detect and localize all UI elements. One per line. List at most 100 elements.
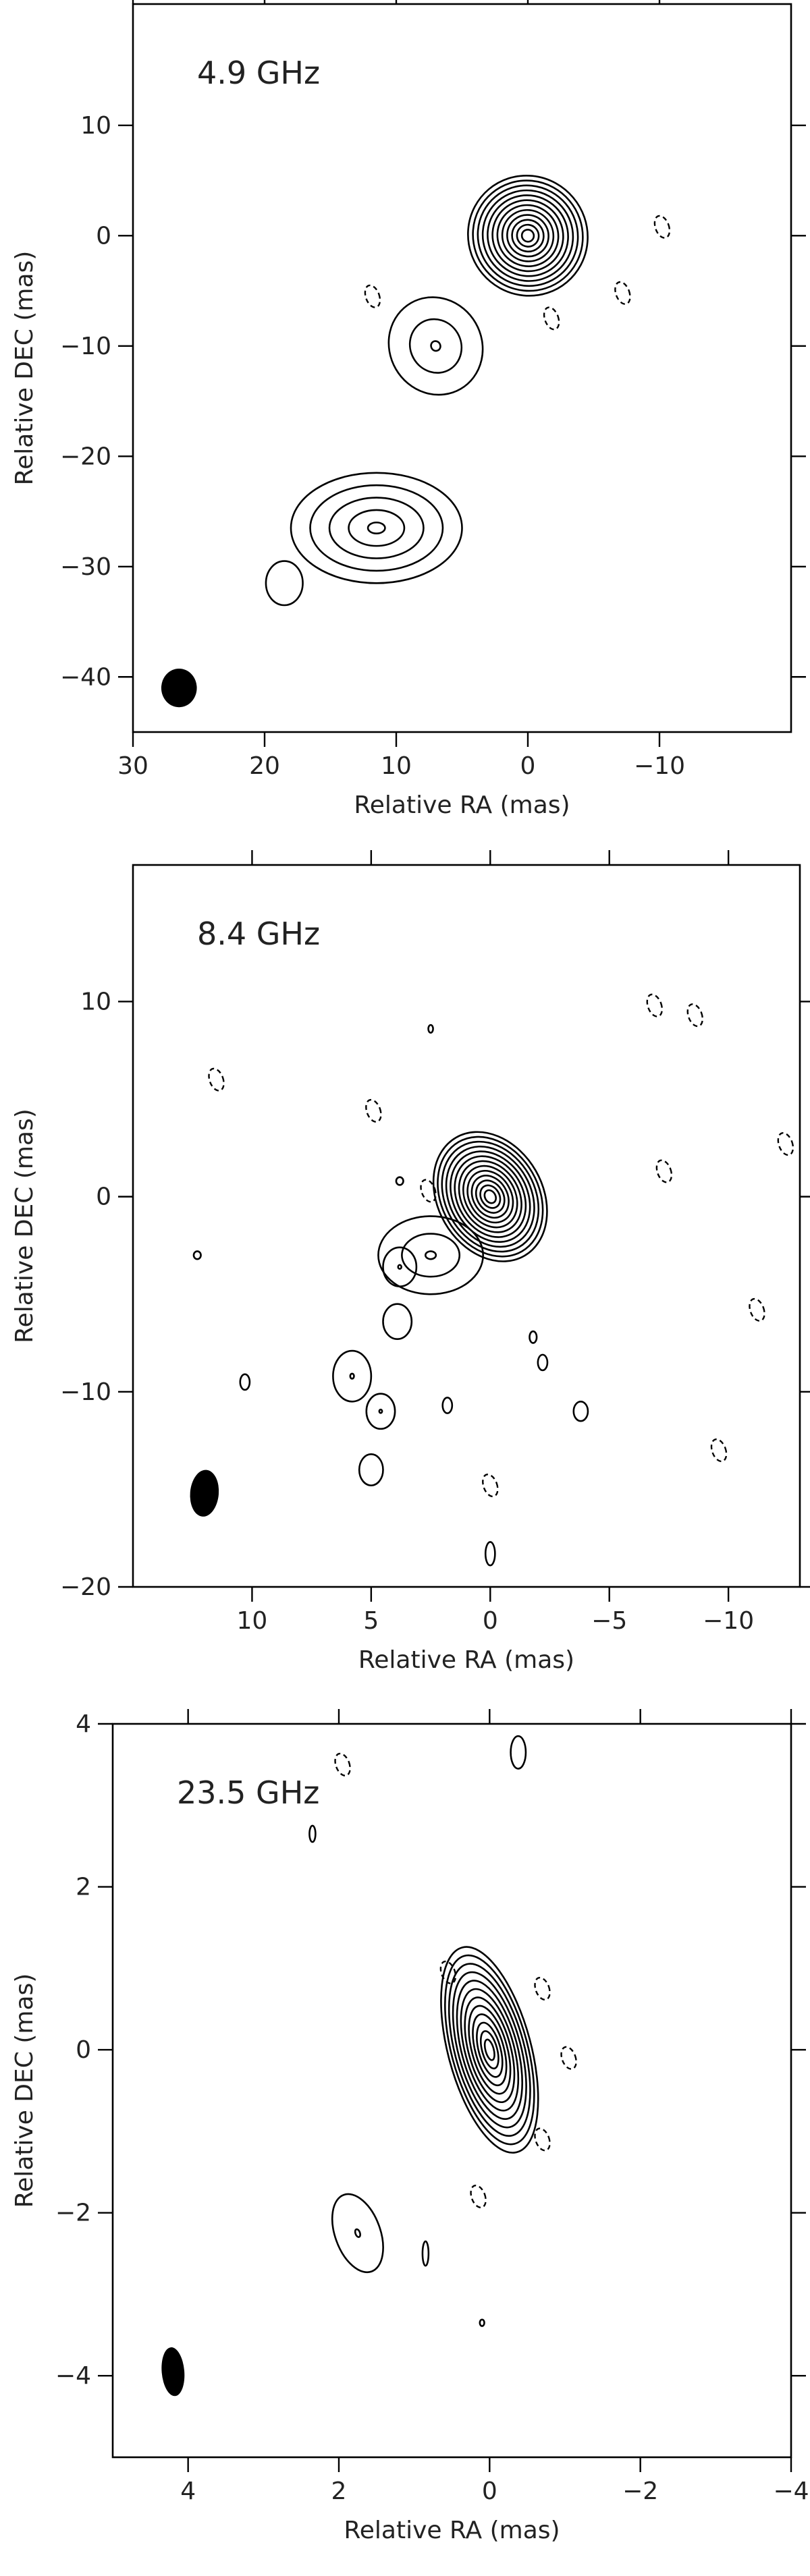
y-tick-label: −20 [60,443,111,470]
x-tick-label: 20 [249,752,280,780]
contour-level [487,194,569,277]
contour-level [354,2228,361,2238]
x-tick-label: 10 [237,1607,268,1635]
contour-level [454,1155,527,1238]
beam-ellipse [161,2347,185,2397]
contour-level [496,204,560,267]
contour-level [309,484,444,572]
contour-level [348,509,406,547]
frequency-label: 8.4 GHz [197,916,320,952]
x-tick-label: 0 [483,1607,498,1635]
contour-level [452,1971,527,2129]
contour-level [484,1541,496,1567]
contour-level [331,2193,384,2274]
negative-contour [655,1159,673,1183]
contour-component [265,560,304,607]
contour-component [332,1349,373,1403]
x-axis-label: Relative RA (mas) [344,2517,560,2544]
contour-level [401,1233,461,1278]
contour-level [421,2240,430,2267]
contour-level [308,1824,317,1843]
contour-component [484,1541,496,1567]
contour-level [377,1215,485,1295]
contour-level [468,2005,512,2095]
contour-component [331,2193,384,2274]
y-tick-label: −10 [60,1378,111,1406]
y-tick-label: −4 [55,2362,91,2390]
contour-level [349,1372,355,1380]
contour-component [440,1946,539,2154]
contour-level [408,318,463,374]
x-tick-label: 2 [331,2477,347,2505]
negative-contour [543,306,560,331]
contour-component [377,1215,485,1295]
contour-level [358,1453,384,1486]
contour-component [382,1303,413,1341]
contour-level [506,214,549,258]
x-tick-label: 0 [520,752,536,780]
negative-contour [614,281,631,305]
contour-component [382,1246,418,1287]
contour-component [537,1353,549,1372]
beam-ellipse [161,668,197,708]
contour-component [572,1400,589,1422]
negative-contour [364,284,381,308]
negative-contour [439,1960,457,1984]
y-tick-label: −20 [60,1573,111,1601]
contour-level [441,1140,540,1253]
plot-frame [111,1723,792,2459]
contour-level [501,208,555,262]
x-tick-label: 0 [482,2477,497,2505]
contour-level [472,179,584,292]
contour-component [432,1131,548,1262]
negative-contour [646,993,664,1017]
contour-component [358,1453,384,1486]
contour-level [479,1184,502,1209]
contour-component [479,2318,485,2327]
contour-level [477,184,579,287]
contour-level [458,1160,522,1233]
x-tick-label: −10 [703,1607,754,1635]
contour-component [441,1397,454,1414]
contour-component [365,1393,396,1430]
contour-level [382,1303,413,1341]
x-axis-label: Relative RA (mas) [358,1646,574,1674]
contour-level [470,1175,510,1219]
beam-ellipse [190,1469,219,1517]
negative-contour [470,2184,487,2209]
contour-level [479,2030,500,2070]
contour-level [382,1246,418,1287]
contour-level [332,1349,373,1403]
contour-level [520,229,535,243]
contour-component [239,1373,251,1391]
contour-level [483,2038,495,2061]
x-tick-label: 10 [381,752,412,780]
contour-level [572,1400,589,1422]
contour-level [430,340,441,352]
x-tick-label: 5 [363,1607,379,1635]
contour-level [537,1353,549,1372]
x-tick-label: 4 [180,2477,196,2505]
contour-level [328,497,425,559]
contour-component [510,1735,527,1770]
x-tick-label: −10 [634,752,685,780]
contour-panel-2: 10 5 0 −5 −10 10 0 −10 −20 Relative RA (mas) Relat… [11,850,810,1674]
contour-component [290,472,463,584]
contour-level [425,1250,437,1260]
plot-frame [132,864,801,1588]
contour-level [290,472,463,584]
contour-level [475,1179,506,1214]
contour-level [462,1165,518,1229]
contour-area [190,993,794,1567]
contour-level [529,1330,538,1344]
x-axis-label: Relative RA (mas) [354,791,570,819]
contour-level [378,1408,383,1414]
contour-area [161,1735,577,2397]
y-tick-label: 4 [76,1710,91,1738]
negative-contour [334,1752,351,1776]
contour-level [432,1131,548,1262]
y-tick-label: 10 [80,988,111,1015]
negative-contour [749,1297,765,1322]
contour-level [437,1136,544,1258]
contour-level [440,1946,539,2154]
